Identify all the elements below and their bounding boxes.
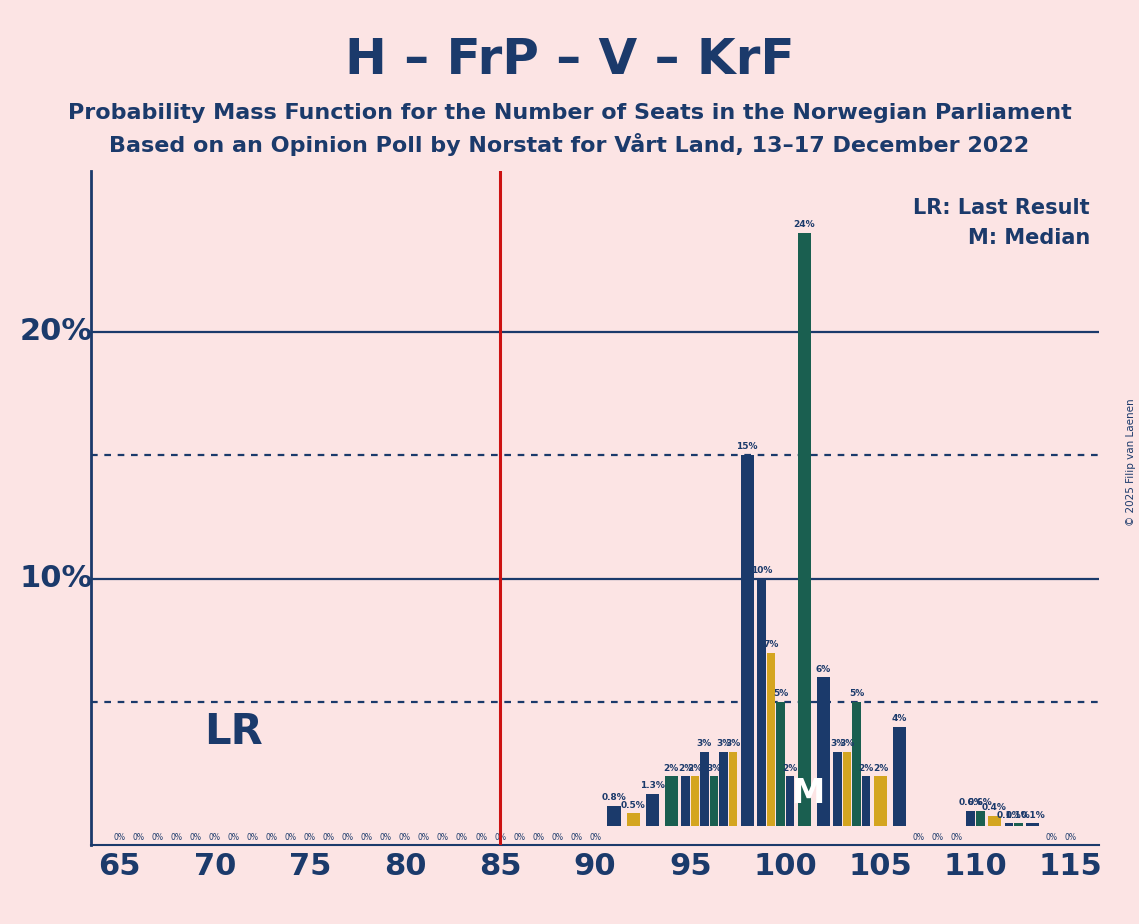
Bar bbox=[626, 813, 640, 826]
Text: LR: LR bbox=[204, 711, 263, 753]
Bar bbox=[817, 677, 830, 826]
Text: 2%: 2% bbox=[859, 763, 874, 772]
Text: 6%: 6% bbox=[816, 664, 831, 674]
Text: 3%: 3% bbox=[706, 763, 722, 772]
Text: 0.1%: 0.1% bbox=[1021, 810, 1044, 820]
Text: 7%: 7% bbox=[763, 640, 779, 649]
Text: 0%: 0% bbox=[589, 833, 601, 842]
Bar bbox=[690, 776, 699, 826]
Bar bbox=[740, 456, 754, 826]
Bar bbox=[719, 751, 728, 826]
Text: 0%: 0% bbox=[513, 833, 525, 842]
Text: 0%: 0% bbox=[114, 833, 125, 842]
Text: 0%: 0% bbox=[912, 833, 925, 842]
Text: 1.3%: 1.3% bbox=[640, 781, 665, 790]
Text: 0%: 0% bbox=[1046, 833, 1058, 842]
Bar bbox=[1005, 823, 1013, 826]
Text: 10%: 10% bbox=[19, 565, 93, 593]
Text: 0%: 0% bbox=[342, 833, 354, 842]
Text: 0%: 0% bbox=[456, 833, 468, 842]
Text: 0%: 0% bbox=[399, 833, 411, 842]
Text: 3%: 3% bbox=[697, 739, 712, 748]
Bar bbox=[893, 727, 907, 826]
Text: M: Median: M: Median bbox=[968, 228, 1090, 249]
Text: 0.1%: 0.1% bbox=[997, 810, 1022, 820]
Bar bbox=[646, 794, 658, 826]
Bar bbox=[862, 776, 870, 826]
Text: 2%: 2% bbox=[678, 763, 694, 772]
Text: H – FrP – V – KrF: H – FrP – V – KrF bbox=[345, 36, 794, 84]
Text: 0%: 0% bbox=[151, 833, 164, 842]
Text: © 2025 Filip van Laenen: © 2025 Filip van Laenen bbox=[1126, 398, 1136, 526]
Text: 0%: 0% bbox=[132, 833, 145, 842]
Text: 2%: 2% bbox=[782, 763, 797, 772]
Bar bbox=[729, 751, 737, 826]
Text: LR: Last Result: LR: Last Result bbox=[913, 198, 1090, 218]
Bar bbox=[843, 751, 852, 826]
Text: 10%: 10% bbox=[751, 565, 772, 575]
Text: 0%: 0% bbox=[494, 833, 506, 842]
Text: 0%: 0% bbox=[418, 833, 429, 842]
Bar bbox=[988, 816, 1001, 826]
Text: 0%: 0% bbox=[551, 833, 563, 842]
Text: 3%: 3% bbox=[839, 739, 854, 748]
Bar bbox=[1014, 823, 1023, 826]
Text: 0%: 0% bbox=[285, 833, 297, 842]
Text: 0.1%: 0.1% bbox=[1006, 810, 1031, 820]
Text: 0.8%: 0.8% bbox=[601, 793, 626, 802]
Text: 0%: 0% bbox=[932, 833, 943, 842]
Bar bbox=[777, 702, 785, 826]
Text: 3%: 3% bbox=[830, 739, 845, 748]
Text: 0.4%: 0.4% bbox=[982, 803, 1007, 812]
Bar bbox=[834, 751, 842, 826]
Bar bbox=[710, 776, 719, 826]
Text: 0%: 0% bbox=[1065, 833, 1076, 842]
Text: 2%: 2% bbox=[687, 763, 703, 772]
Text: 0%: 0% bbox=[228, 833, 240, 842]
Text: 0%: 0% bbox=[190, 833, 202, 842]
Bar bbox=[607, 806, 621, 826]
Text: 3%: 3% bbox=[716, 739, 731, 748]
Bar bbox=[786, 776, 794, 826]
Text: 2%: 2% bbox=[664, 763, 679, 772]
Bar bbox=[976, 811, 984, 826]
Text: 0%: 0% bbox=[361, 833, 372, 842]
Text: 15%: 15% bbox=[737, 443, 759, 451]
Bar bbox=[681, 776, 690, 826]
Text: 0%: 0% bbox=[380, 833, 392, 842]
Text: 0%: 0% bbox=[265, 833, 278, 842]
Text: 0%: 0% bbox=[950, 833, 962, 842]
Text: 3%: 3% bbox=[726, 739, 740, 748]
Text: Based on an Opinion Poll by Norstat for Vårt Land, 13–17 December 2022: Based on an Opinion Poll by Norstat for … bbox=[109, 133, 1030, 155]
Bar bbox=[1026, 823, 1039, 826]
Text: 0.6%: 0.6% bbox=[968, 798, 993, 808]
Text: 5%: 5% bbox=[773, 689, 788, 699]
Text: 4%: 4% bbox=[892, 714, 907, 723]
Bar bbox=[767, 652, 776, 826]
Text: 0%: 0% bbox=[208, 833, 221, 842]
Text: 5%: 5% bbox=[849, 689, 865, 699]
Text: 0%: 0% bbox=[475, 833, 487, 842]
Text: M: M bbox=[792, 777, 825, 810]
Bar bbox=[700, 751, 708, 826]
Text: 0%: 0% bbox=[304, 833, 316, 842]
Text: 0%: 0% bbox=[171, 833, 182, 842]
Text: 0%: 0% bbox=[437, 833, 449, 842]
Text: 0.5%: 0.5% bbox=[621, 800, 646, 809]
Text: 0%: 0% bbox=[322, 833, 335, 842]
Text: Probability Mass Function for the Number of Seats in the Norwegian Parliament: Probability Mass Function for the Number… bbox=[67, 103, 1072, 123]
Text: 0%: 0% bbox=[247, 833, 259, 842]
Bar bbox=[967, 811, 975, 826]
Bar bbox=[797, 233, 811, 826]
Bar bbox=[757, 578, 765, 826]
Text: 24%: 24% bbox=[794, 220, 816, 229]
Text: 0%: 0% bbox=[571, 833, 582, 842]
Bar bbox=[874, 776, 887, 826]
Text: 0%: 0% bbox=[532, 833, 544, 842]
Text: 0.6%: 0.6% bbox=[958, 798, 983, 808]
Bar bbox=[664, 776, 678, 826]
Text: 2%: 2% bbox=[872, 763, 888, 772]
Text: 20%: 20% bbox=[21, 317, 93, 346]
Bar bbox=[852, 702, 861, 826]
